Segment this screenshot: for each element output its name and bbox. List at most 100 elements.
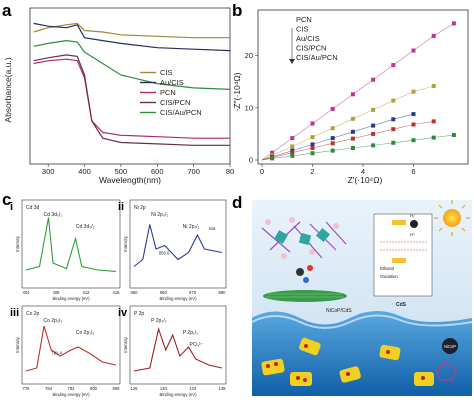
data-point	[431, 84, 436, 88]
data-point	[451, 133, 456, 137]
data-point	[310, 151, 315, 156]
b-legend-entry: CIS/Au/PCN	[296, 53, 338, 62]
data-point	[330, 141, 335, 146]
xps-subplot-iv: iv P 2p P 2p₃/₂ P 2p₁/₂ PO₄³⁻ 126 130 134 138 Bin…	[118, 305, 227, 397]
xps-peak2-label: Cd 3d₃/₂	[76, 224, 95, 230]
data-point	[391, 117, 396, 122]
a-legend-entry: CIS/PCN	[160, 98, 190, 107]
legend-arrowhead	[289, 59, 295, 64]
b-xtick-label: 2	[310, 167, 314, 176]
data-point	[391, 127, 396, 132]
data-point	[290, 153, 295, 158]
xps-xlabel: Binding energy (eV)	[159, 296, 197, 301]
nicop-label: NiCoP	[444, 344, 456, 349]
material-label: NiCoP/CdS	[326, 308, 352, 314]
xps-title: Co 2p	[26, 311, 40, 317]
panel-c: c i Cd 3d Cd 3d₅/₂ Cd 3d₃/₂ 404 408 412 416 Bind…	[2, 190, 227, 397]
cds-label: CdS	[396, 302, 407, 308]
sun-rays	[434, 200, 470, 236]
a-xtick-label: 300	[42, 167, 55, 176]
curve-cis-pcn	[33, 54, 230, 146]
xps-frame	[21, 199, 121, 289]
data-point	[330, 148, 335, 153]
data-point	[350, 136, 355, 141]
xps-subplot-i: i Cd 3d Cd 3d₅/₂ Cd 3d₃/₂ 404 408 412 416 Bindin…	[10, 199, 121, 301]
xps-subplot-label: iv	[118, 307, 128, 319]
data-point	[431, 33, 436, 38]
xps-peak1-label: Ni 2p₃/₂	[151, 212, 168, 218]
xps-xtick-label: 870	[189, 290, 197, 295]
xps-xtick-label: 792	[68, 386, 76, 391]
ethanol-label: Ethanol	[380, 266, 394, 271]
panel-a-label: a	[2, 1, 12, 20]
xps-xtick-label: 134	[189, 386, 197, 391]
b-legend-entry: PCN	[296, 15, 312, 24]
fit-line	[261, 85, 434, 161]
data-point	[330, 126, 335, 131]
xps-xtick-label: 776	[23, 386, 31, 391]
b-legend-entry: Au/CIS	[296, 34, 320, 43]
data-point	[310, 135, 315, 140]
a-legend-entry: PCN	[160, 88, 176, 97]
data-point	[411, 112, 416, 117]
xps-value-label: 781.4	[51, 350, 62, 355]
xps-peak2-label: Co 2p₁/₂	[76, 330, 94, 336]
crystal-structure	[261, 217, 347, 259]
curve-cis-au-pcn	[33, 39, 231, 90]
a-xtick-label: 400	[78, 167, 91, 176]
xps-ylabel: Intensity	[123, 235, 128, 252]
xps-xlabel: Binding energy (eV)	[52, 392, 90, 397]
a-xtick-label: 80	[226, 167, 234, 176]
particle-blue	[303, 277, 309, 283]
data-point	[411, 48, 416, 53]
xps-title: Ni 2p	[134, 205, 146, 211]
xps-xtick-label: 138	[219, 386, 227, 391]
band-diagram: H₂ H⁺ Ethanol Oxidation CdS	[373, 213, 433, 308]
panel-b-ticks: 0 2 4 6 0 10 20	[245, 51, 416, 176]
panel-d-label: d	[232, 193, 242, 212]
cds-sheet	[263, 290, 347, 302]
data-point	[310, 121, 315, 126]
data-point	[350, 92, 355, 97]
xps-ylabel: Intensity	[123, 336, 128, 353]
wave-highlight	[251, 314, 473, 329]
panel-b-xlabel: Z'(·10⁴Ω)	[348, 175, 383, 185]
xps-xtick-label: 808	[113, 386, 121, 391]
data-point	[371, 143, 376, 148]
panel-b-label: b	[232, 1, 242, 20]
data-point	[350, 129, 355, 134]
xps-xlabel: Binding energy (eV)	[52, 296, 90, 301]
data-point	[371, 131, 376, 136]
panel-a-ylabel: Absorbance(a.u.)	[3, 57, 13, 122]
panel-c-subplots: i Cd 3d Cd 3d₅/₂ Cd 3d₃/₂ 404 408 412 416 Bindin…	[10, 199, 227, 397]
data-point	[290, 150, 295, 155]
a-legend-entry: Au/CIS	[160, 78, 184, 87]
data-point	[330, 136, 335, 141]
xps-ylabel: Intensity	[15, 235, 20, 252]
b-legend-entry: CIS	[296, 25, 309, 34]
data-point	[290, 136, 295, 141]
xps-peak1-label: P 2p₃/₂	[151, 318, 167, 324]
data-point	[270, 156, 275, 161]
xps-subplot-label: iii	[10, 307, 19, 319]
xps-xtick-label: 860	[160, 290, 168, 295]
submerged-particles: NiCoP	[261, 337, 458, 386]
data-point	[411, 89, 416, 94]
xps-title: Cd 3d	[26, 205, 40, 211]
xps-peak2-label: Ni 2p₁/₂	[183, 224, 200, 230]
xps-xtick-label: 412	[83, 290, 91, 295]
data-point	[431, 135, 436, 140]
h2-label: H₂	[410, 213, 415, 218]
data-point	[371, 107, 376, 112]
oxidation-label: Oxidation	[380, 274, 398, 279]
xps-xlabel: Binding energy (eV)	[159, 392, 197, 397]
data-point	[391, 140, 396, 145]
panel-a-curves	[33, 22, 231, 146]
xps-xtick-label: 800	[90, 386, 98, 391]
xps-frame	[21, 305, 121, 385]
hplus-label: H⁺	[410, 232, 415, 237]
panel-b-series	[261, 21, 456, 161]
xps-spectrum	[133, 224, 223, 267]
